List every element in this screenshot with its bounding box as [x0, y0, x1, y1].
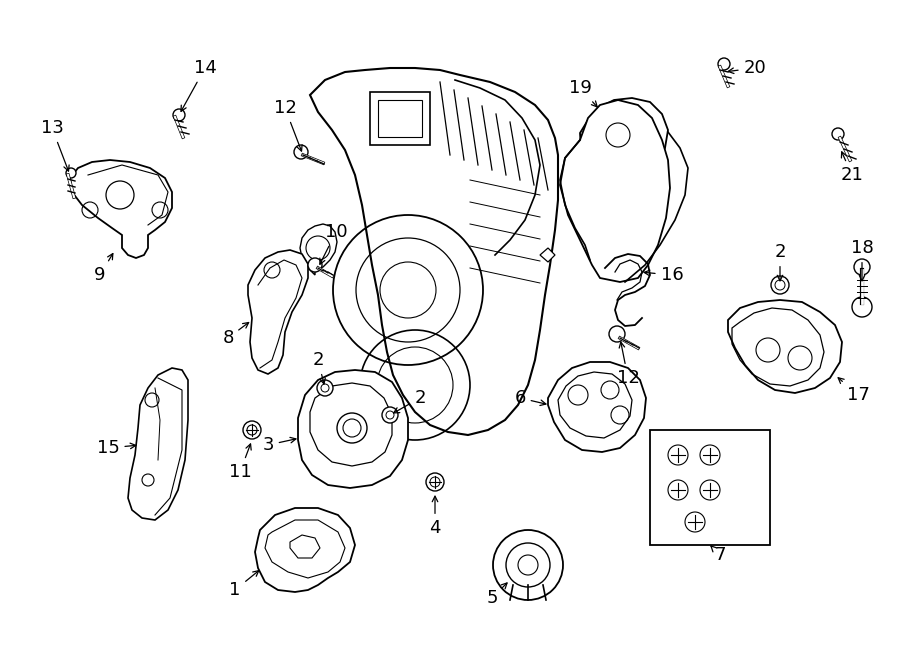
- Text: 1: 1: [230, 570, 259, 599]
- Circle shape: [518, 555, 538, 575]
- Circle shape: [243, 421, 261, 439]
- Text: 21: 21: [841, 152, 863, 184]
- Text: 19: 19: [569, 79, 598, 107]
- Circle shape: [609, 326, 625, 342]
- Circle shape: [173, 109, 185, 121]
- Text: 13: 13: [40, 119, 69, 171]
- Text: 14: 14: [181, 59, 216, 111]
- Circle shape: [66, 168, 76, 178]
- Text: 17: 17: [838, 377, 869, 404]
- Text: 3: 3: [262, 436, 296, 454]
- Polygon shape: [70, 160, 172, 258]
- Circle shape: [718, 58, 730, 70]
- Circle shape: [852, 297, 872, 317]
- Circle shape: [294, 145, 308, 159]
- Polygon shape: [560, 100, 670, 282]
- Circle shape: [618, 248, 638, 268]
- Bar: [650, 430, 770, 545]
- Polygon shape: [540, 248, 555, 262]
- Text: 2: 2: [774, 243, 786, 281]
- Text: 12: 12: [274, 99, 302, 151]
- Circle shape: [382, 407, 398, 423]
- Polygon shape: [728, 300, 842, 393]
- Text: 2: 2: [393, 389, 426, 413]
- Circle shape: [493, 530, 563, 600]
- Polygon shape: [128, 368, 188, 520]
- Text: 2: 2: [312, 351, 325, 384]
- Text: 10: 10: [320, 223, 347, 264]
- Text: 18: 18: [850, 239, 873, 281]
- Circle shape: [854, 259, 870, 275]
- Polygon shape: [370, 92, 430, 145]
- Circle shape: [308, 258, 322, 272]
- Text: 4: 4: [429, 496, 441, 537]
- Text: 20: 20: [728, 59, 767, 77]
- Polygon shape: [255, 508, 355, 592]
- Polygon shape: [298, 370, 408, 488]
- Text: 15: 15: [96, 439, 136, 457]
- Text: 11: 11: [229, 444, 251, 481]
- Polygon shape: [300, 224, 337, 275]
- Circle shape: [832, 128, 844, 140]
- Text: 8: 8: [222, 323, 248, 347]
- Polygon shape: [310, 68, 558, 435]
- Text: 9: 9: [94, 254, 112, 284]
- Polygon shape: [580, 98, 668, 178]
- Polygon shape: [378, 100, 422, 137]
- Circle shape: [426, 473, 444, 491]
- Text: 16: 16: [644, 266, 683, 284]
- Circle shape: [337, 413, 367, 443]
- Text: 6: 6: [514, 389, 546, 407]
- Circle shape: [771, 276, 789, 294]
- Polygon shape: [248, 250, 308, 374]
- Text: 5: 5: [486, 583, 507, 607]
- Polygon shape: [548, 362, 646, 452]
- Circle shape: [317, 380, 333, 396]
- Text: 12: 12: [616, 342, 639, 387]
- Text: 7: 7: [711, 546, 725, 564]
